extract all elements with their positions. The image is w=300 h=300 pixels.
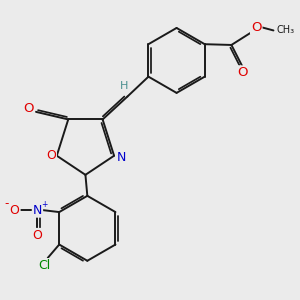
Text: O: O bbox=[10, 204, 20, 217]
Text: O: O bbox=[251, 21, 262, 34]
Text: CH₃: CH₃ bbox=[277, 25, 295, 35]
Text: -: - bbox=[4, 197, 9, 210]
Text: O: O bbox=[32, 229, 42, 242]
Text: O: O bbox=[238, 66, 248, 79]
Text: O: O bbox=[24, 102, 34, 115]
Text: N: N bbox=[116, 151, 126, 164]
Text: +: + bbox=[41, 200, 48, 209]
Text: H: H bbox=[120, 81, 129, 91]
Text: Cl: Cl bbox=[39, 259, 51, 272]
Text: N: N bbox=[33, 204, 42, 217]
Text: O: O bbox=[46, 149, 56, 162]
